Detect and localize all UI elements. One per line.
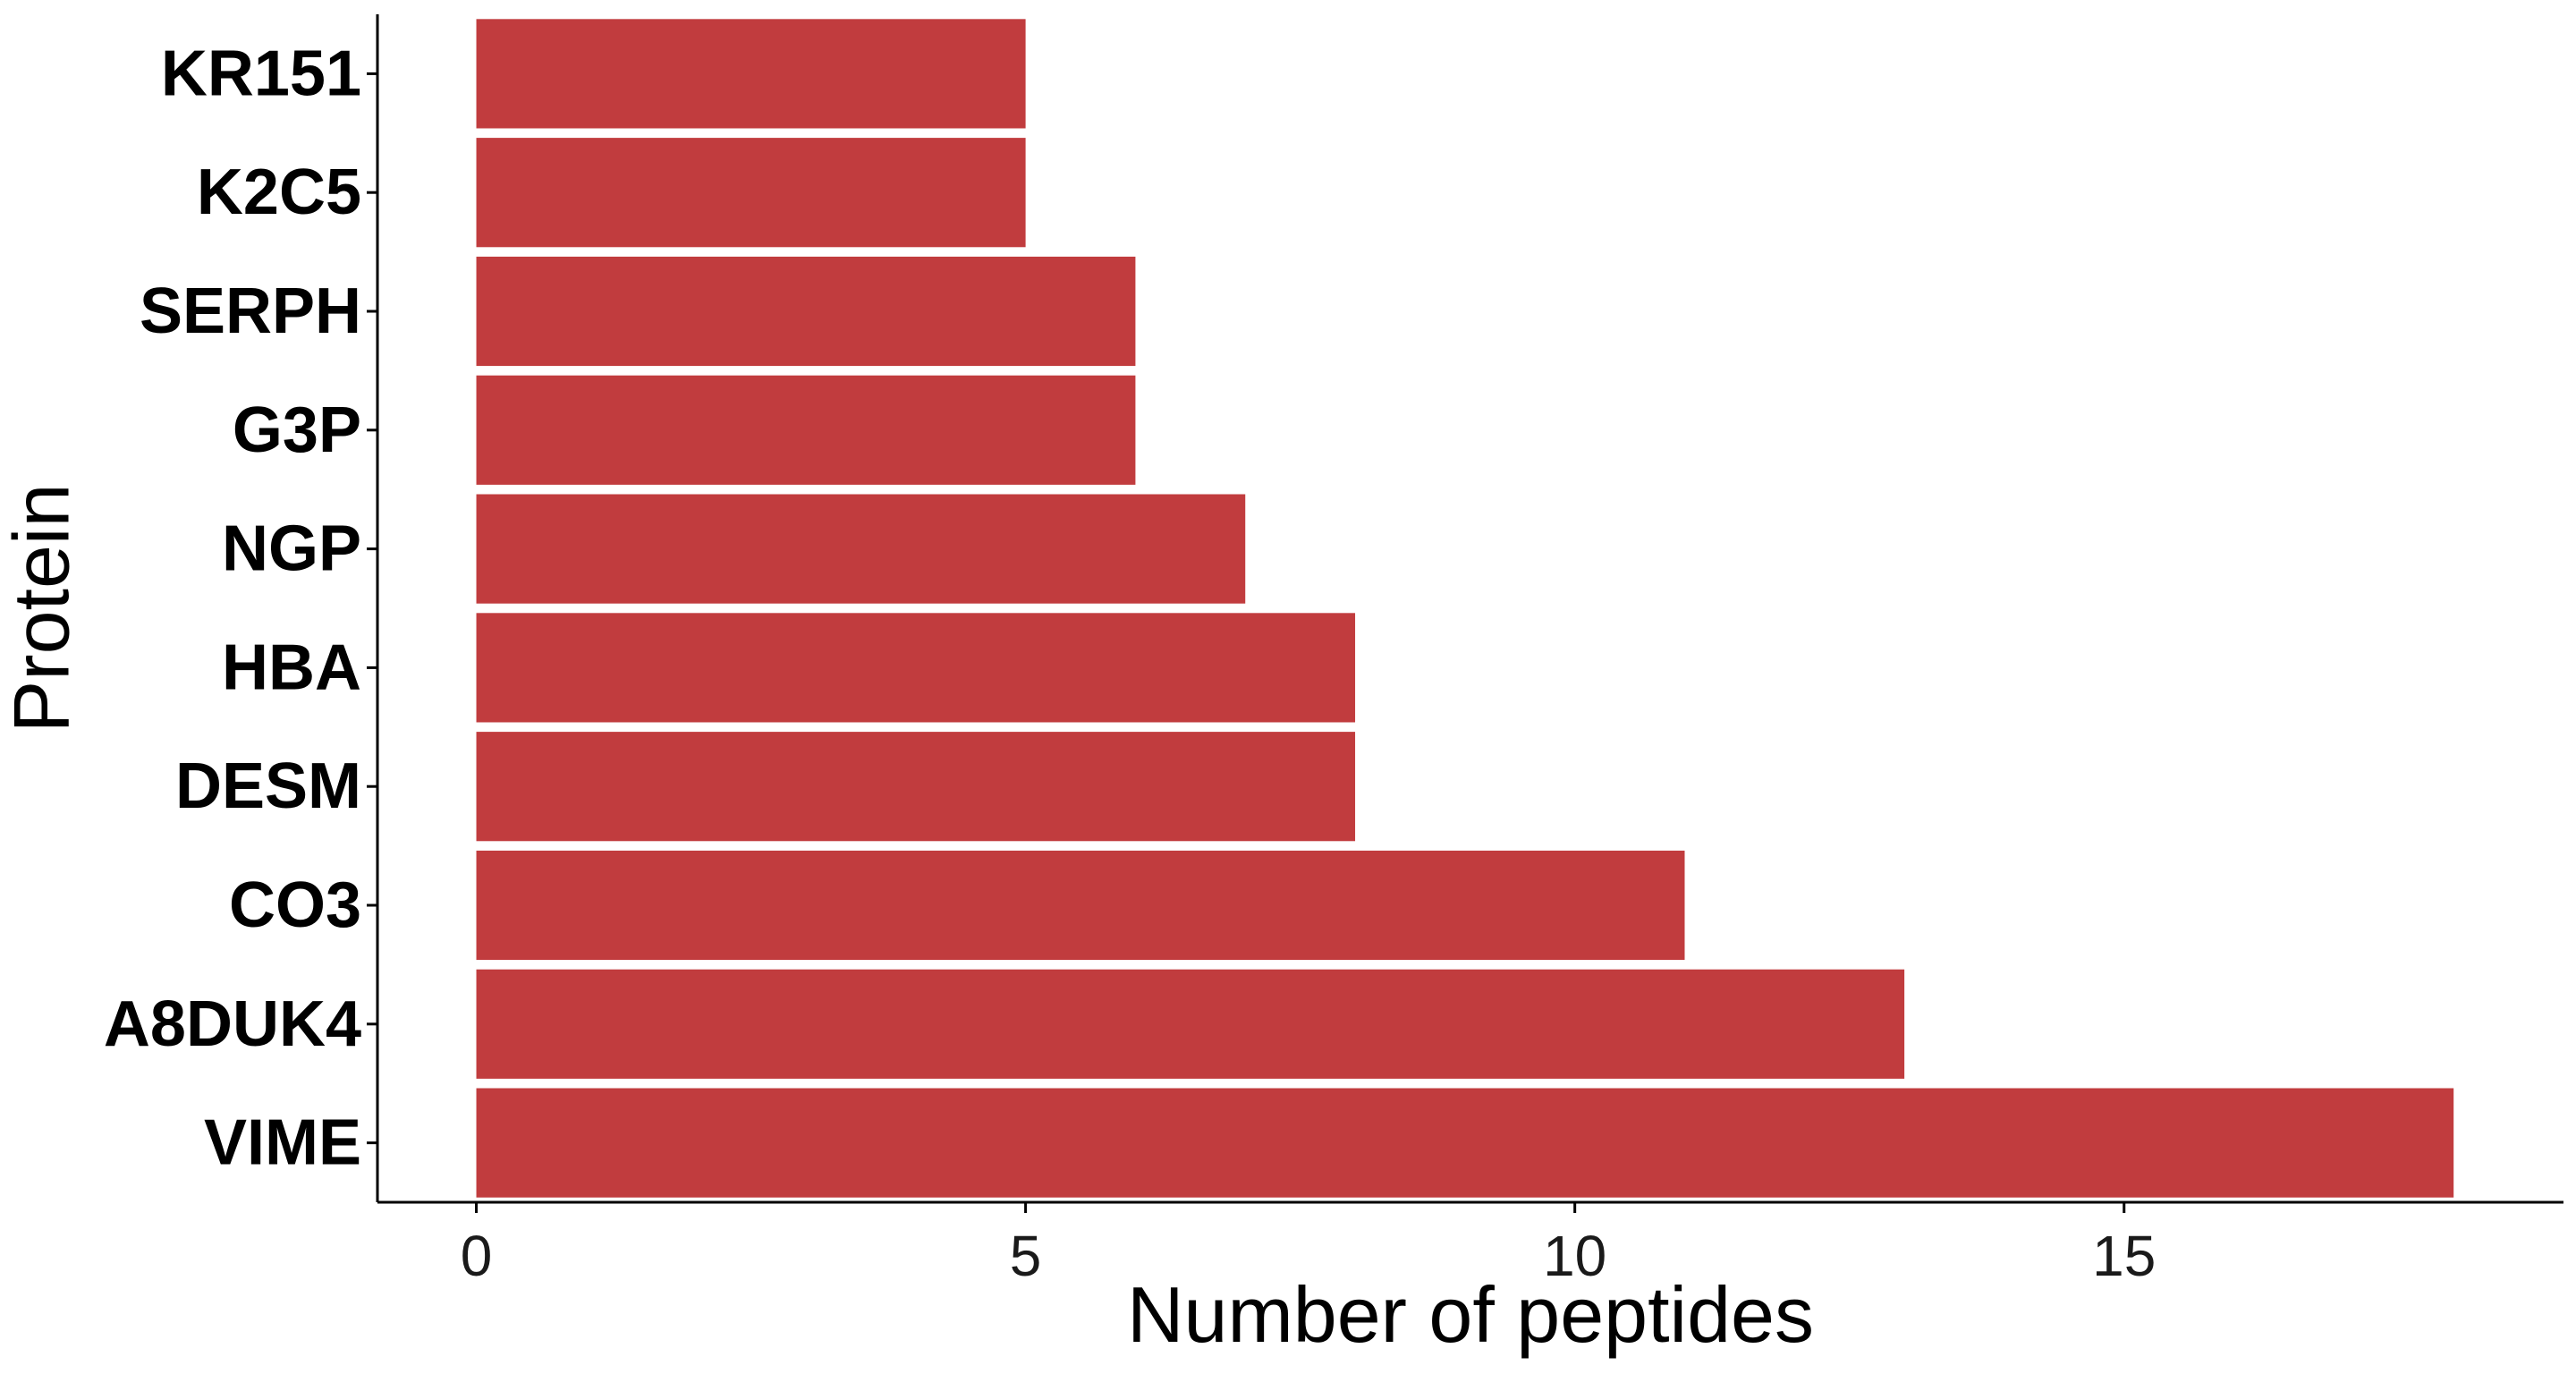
y-tick-label: NGP xyxy=(222,513,361,585)
y-axis-ticks: KR151 K2C5 SERPH G3P NGP HBA DESM CO3 A8DUK4 VIME xyxy=(104,38,377,1179)
y-tick-label: SERPH xyxy=(140,276,361,347)
y-axis-title: Protein xyxy=(0,484,86,734)
bars-layer xyxy=(476,19,2454,1198)
x-axis-title: Number of peptides xyxy=(1127,1270,1814,1359)
y-tick-label: K2C5 xyxy=(197,157,361,228)
x-tick-label: 0 xyxy=(461,1224,493,1288)
y-tick-label: G3P xyxy=(233,394,361,466)
bar-kr151 xyxy=(476,19,1026,129)
bar-g3p xyxy=(476,375,1136,485)
x-axis-ticks: 0 5 10 15 xyxy=(461,1202,2156,1288)
x-tick-label: 15 xyxy=(2092,1224,2156,1288)
bar-hba xyxy=(476,613,1356,723)
y-tick-label: VIME xyxy=(204,1107,361,1179)
bar-co3 xyxy=(476,850,1685,961)
bar-a8duk4 xyxy=(476,969,1905,1079)
x-tick-label: 10 xyxy=(1543,1224,1606,1288)
bar-ngp xyxy=(476,494,1246,604)
bar-k2c5 xyxy=(476,138,1026,248)
y-tick-label: DESM xyxy=(175,751,361,822)
bar-serph xyxy=(476,256,1136,367)
y-tick-label: A8DUK4 xyxy=(104,988,361,1060)
y-tick-label: KR151 xyxy=(161,38,361,109)
y-tick-label: CO3 xyxy=(229,869,361,941)
bar-desm xyxy=(476,732,1356,842)
y-tick-label: HBA xyxy=(222,632,361,703)
x-tick-label: 5 xyxy=(1010,1224,1042,1288)
bar-vime xyxy=(476,1088,2454,1198)
